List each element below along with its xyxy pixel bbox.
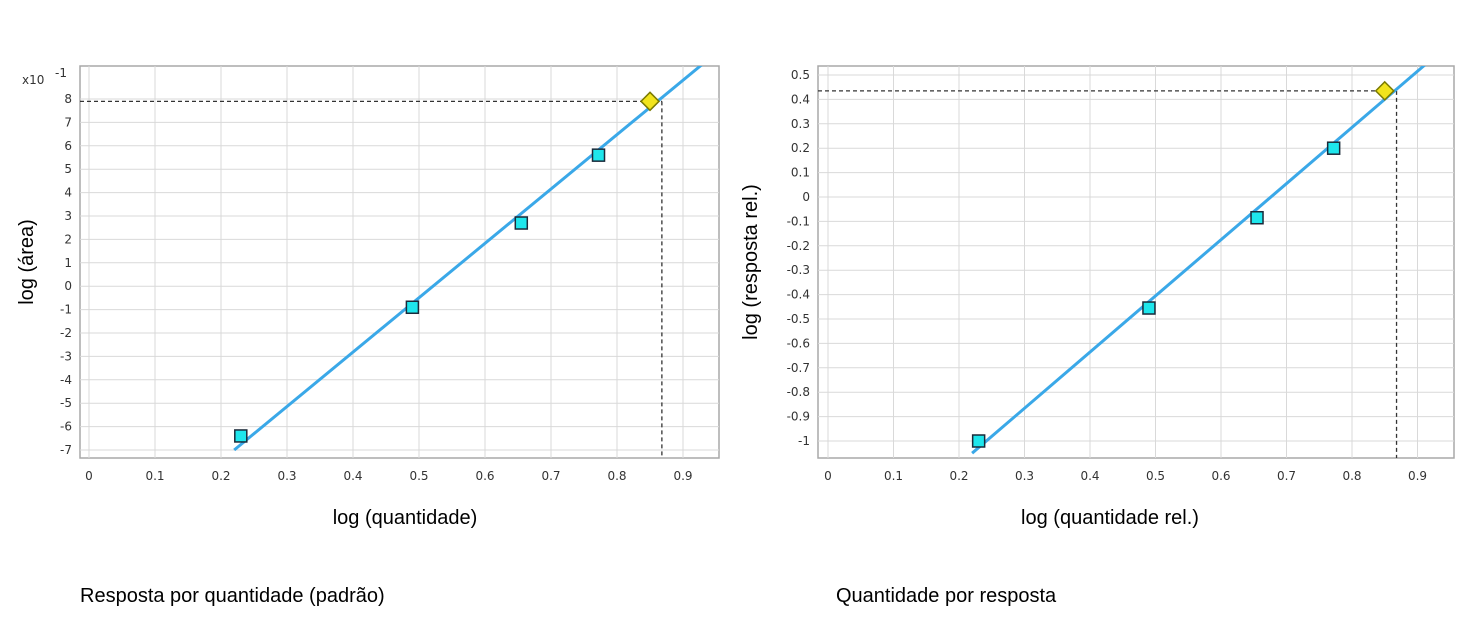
y-tick-label: -5 — [60, 396, 72, 410]
x-axis-label: log (quantidade rel.) — [1021, 507, 1199, 529]
y-tick-label: 8 — [64, 92, 72, 106]
y-tick-label: -6 — [60, 420, 72, 434]
y-tick-label: -2 — [60, 326, 72, 340]
fit-line — [233, 66, 703, 452]
x-tick-label: 0.6 — [1211, 469, 1230, 483]
x-tick-label: 0.2 — [211, 469, 230, 483]
y-tick-label: 0.2 — [791, 141, 810, 155]
x-tick-label: 0.4 — [1080, 469, 1099, 483]
chart-right: 0 0.1 0.2 0.3 0.4 0.5 0.6 0.7 0.8 0.9 0.5 0.4 0.3 0.2… — [740, 65, 1455, 529]
x-tick-label: 0.5 — [409, 469, 428, 483]
y-tick-label: 1 — [64, 256, 72, 270]
y-tick-label: -0.5 — [787, 312, 810, 326]
x-tick-label: 0.6 — [475, 469, 494, 483]
y-tick-label: -0.9 — [787, 410, 810, 424]
y-tick-label: 7 — [64, 115, 72, 129]
caption-right: Quantidade por resposta — [836, 585, 1057, 607]
x-tick-label: 0.3 — [277, 469, 296, 483]
x-tick-label: 0.5 — [1146, 469, 1165, 483]
data-point-standard — [405, 300, 420, 315]
x-tick-label: 0.7 — [1277, 469, 1296, 483]
y-tick-label: 6 — [64, 139, 72, 153]
fit-line — [971, 66, 1426, 455]
y-tick-label: 0 — [64, 279, 72, 293]
y-tick-label: -3 — [60, 349, 72, 363]
x-tick-label: 0.9 — [1408, 469, 1427, 483]
y-tick-label: 0 — [802, 190, 810, 204]
y-axis-label: log (resposta rel.) — [740, 184, 762, 340]
y-tick-label: 2 — [64, 232, 72, 246]
caption-left: Resposta por quantidade (padrão) — [80, 585, 385, 607]
y-tick-label: 0.3 — [791, 117, 810, 131]
x-tick-label: 0 — [824, 469, 832, 483]
x-tick-label: 0.4 — [343, 469, 362, 483]
x-tick-label: 0.7 — [541, 469, 560, 483]
x-tick-label: 0.1 — [145, 469, 164, 483]
data-point-standard — [1142, 301, 1156, 315]
y-tick-label: 0.1 — [791, 166, 810, 180]
y-tick-label: -0.3 — [787, 263, 810, 277]
y-tick-label: -7 — [60, 443, 72, 457]
x-tick-label: 0.8 — [607, 469, 626, 483]
y-tick-label: 3 — [64, 209, 72, 223]
data-point-standard — [1250, 210, 1264, 225]
y-tick-label: 5 — [64, 162, 72, 176]
y-tick-label: 0.5 — [791, 68, 810, 82]
y-tick-label: 0.4 — [791, 92, 810, 106]
data-point-standard — [591, 148, 606, 162]
y-multiplier-exponent: -1 — [55, 66, 67, 80]
x-axis-label: log (quantidade) — [333, 507, 478, 529]
y-axis-label: log (área) — [16, 219, 38, 305]
x-tick-label: 0.1 — [884, 469, 903, 483]
x-tick-label: 0.2 — [949, 469, 968, 483]
plot-frame — [817, 65, 1455, 459]
y-tick-label: -0.2 — [787, 239, 810, 253]
y-tick-label: -1 — [60, 303, 72, 317]
y-tick-label: -0.8 — [787, 385, 810, 399]
data-point-unknown — [1374, 80, 1395, 101]
data-point-standard — [1326, 141, 1341, 155]
data-point-standard — [234, 429, 248, 443]
x-tick-label: 0.8 — [1342, 469, 1361, 483]
y-tick-label: -1 — [798, 434, 810, 448]
plot-frame — [79, 65, 720, 459]
y-multiplier-label: x10 — [22, 73, 44, 87]
y-tick-label: -0.6 — [787, 336, 810, 350]
y-tick-label: 4 — [64, 186, 72, 200]
chart-left: 0 0.1 0.2 0.3 0.4 0.5 0.6 0.7 0.8 0.9 8 7 6 5 4 3 2 1 0 -1 -… — [16, 65, 720, 529]
y-tick-label: -0.7 — [787, 361, 810, 375]
y-tick-label: -4 — [60, 373, 72, 387]
y-tick-label: -0.4 — [787, 288, 810, 302]
x-tick-label: 0 — [85, 469, 93, 483]
x-tick-label: 0.3 — [1015, 469, 1034, 483]
data-point-unknown — [639, 91, 661, 112]
y-tick-label: -0.1 — [787, 214, 810, 228]
data-point-standard — [514, 216, 529, 230]
x-tick-label: 0.9 — [673, 469, 692, 483]
data-point-standard — [971, 434, 986, 448]
